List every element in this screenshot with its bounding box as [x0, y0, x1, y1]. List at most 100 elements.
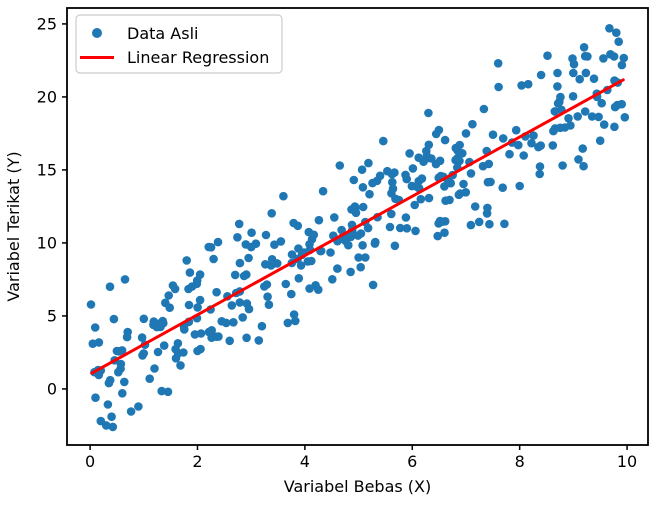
data-point	[276, 237, 286, 246]
data-point	[361, 253, 370, 262]
data-point	[578, 144, 587, 153]
data-point	[157, 386, 166, 396]
data-point	[573, 112, 582, 121]
data-point	[612, 28, 621, 37]
data-point	[535, 169, 544, 179]
data-point	[478, 161, 488, 171]
data-point	[279, 191, 288, 201]
data-point	[470, 202, 480, 211]
data-point	[105, 282, 115, 292]
data-point	[214, 332, 223, 341]
data-point	[390, 241, 400, 251]
data-point	[155, 319, 165, 328]
data-point	[514, 140, 523, 150]
data-point	[466, 220, 476, 230]
data-point	[264, 300, 274, 310]
data-point	[379, 136, 388, 146]
data-point	[230, 270, 240, 280]
x-tick-label: 2	[192, 452, 202, 471]
data-point	[326, 248, 335, 257]
data-point	[494, 82, 503, 92]
data-point	[401, 170, 410, 180]
regression-line	[90, 78, 625, 375]
data-point	[180, 325, 189, 334]
data-point	[548, 141, 558, 150]
data-point	[170, 284, 180, 294]
data-point	[192, 279, 202, 289]
legend-label-linear-regression: Linear Regression	[127, 48, 269, 67]
data-point	[134, 402, 143, 411]
data-point	[440, 135, 450, 145]
data-point	[263, 292, 272, 302]
data-point	[242, 333, 251, 343]
data-point	[91, 393, 100, 403]
data-point	[581, 68, 591, 78]
x-tick-label: 8	[515, 452, 525, 471]
data-point	[126, 407, 136, 416]
data-point	[114, 347, 124, 356]
data-point	[291, 316, 300, 326]
data-point	[488, 130, 498, 139]
data-point	[408, 164, 418, 173]
data-point	[246, 242, 256, 252]
data-point	[555, 97, 564, 107]
data-point	[235, 258, 245, 268]
data-point	[309, 230, 319, 240]
data-point	[536, 141, 545, 150]
data-point	[413, 182, 422, 192]
data-point	[527, 138, 536, 148]
data-point	[120, 377, 129, 387]
data-point	[536, 70, 546, 80]
data-point	[330, 213, 339, 222]
data-point	[543, 51, 552, 60]
data-point	[620, 113, 630, 122]
y-tick-label: 10	[37, 233, 57, 252]
data-point	[305, 240, 314, 249]
data-point	[294, 274, 304, 283]
data-point	[139, 349, 148, 358]
data-point	[195, 295, 205, 305]
y-tick-label: 5	[47, 306, 57, 325]
data-point	[305, 284, 314, 293]
data-point	[107, 412, 116, 422]
data-point	[599, 54, 608, 63]
data-point	[580, 107, 590, 116]
y-tick-label: 15	[37, 160, 57, 179]
data-point	[435, 156, 445, 166]
data-point	[619, 53, 629, 63]
data-point	[270, 240, 279, 249]
data-point	[337, 225, 346, 235]
data-point	[553, 68, 562, 78]
data-point	[414, 153, 424, 162]
data-point	[227, 301, 237, 310]
data-point	[519, 151, 528, 160]
data-point	[333, 264, 342, 273]
data-point	[108, 422, 118, 432]
data-point	[455, 156, 464, 166]
data-point	[479, 104, 489, 114]
data-point	[289, 310, 299, 319]
data-point	[383, 166, 392, 176]
data-point	[498, 134, 508, 143]
data-point	[579, 43, 589, 52]
data-point	[433, 231, 443, 241]
data-point	[137, 333, 147, 342]
y-tick-label: 25	[37, 14, 57, 33]
data-point	[318, 186, 328, 196]
data-point	[114, 367, 123, 377]
data-point	[614, 37, 623, 46]
data-point	[287, 289, 296, 299]
data-point	[182, 256, 191, 265]
x-tick-label: 0	[85, 452, 95, 471]
data-point	[346, 267, 355, 277]
data-point	[556, 123, 565, 133]
data-point	[242, 299, 252, 308]
data-point	[185, 268, 195, 277]
x-axis: 0 2 4 6 8 10	[85, 445, 637, 471]
data-point	[206, 327, 216, 336]
data-point	[176, 361, 185, 370]
data-point	[483, 177, 493, 187]
data-point	[387, 189, 396, 198]
data-point	[575, 74, 584, 84]
